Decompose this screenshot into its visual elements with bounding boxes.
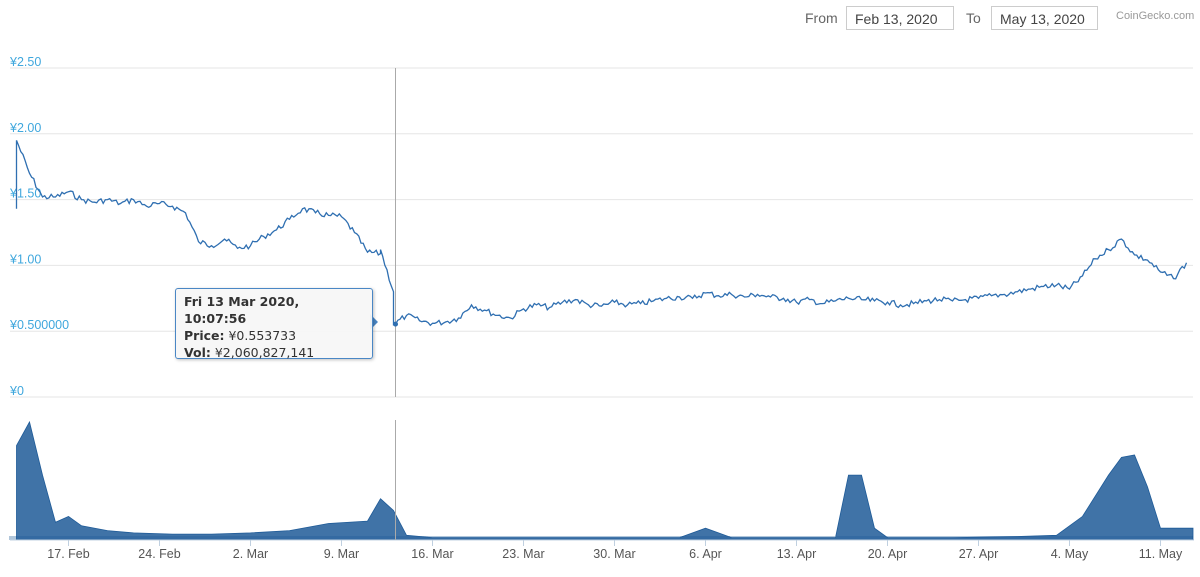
price-tick-label: ¥1.00 [9, 252, 41, 266]
price-axis-labels: ¥0¥0.500000¥1.00¥1.50¥2.00¥2.50 [9, 55, 69, 398]
date-tick-label: 4. May [1051, 547, 1089, 561]
from-label: From [805, 10, 838, 26]
volume-series [9, 420, 1194, 541]
tooltip-vol-label: Vol: [184, 345, 211, 360]
price-series-line [15, 140, 1188, 327]
date-tick-label: 23. Mar [502, 547, 544, 561]
credit-link[interactable]: CoinGecko.com [1116, 10, 1195, 22]
tooltip-arrow [370, 314, 378, 330]
tooltip: Fri 13 Mar 2020, 10:07:56 Price: ¥0.5537… [175, 288, 373, 360]
tooltip-vol-value: ¥2,060,827,141 [214, 345, 315, 360]
hover-point-marker [393, 321, 399, 327]
date-tick-label: 13. Apr [777, 547, 817, 561]
date-tick-label: 24. Feb [138, 547, 180, 561]
date-tick-label: 6. Apr [689, 547, 722, 561]
date-tick-label: 9. Mar [324, 547, 359, 561]
date-tick-label: 17. Feb [47, 547, 89, 561]
date-tick-label: 16. Mar [411, 547, 453, 561]
date-axis-labels: 17. Feb 24. Feb 2. Mar 9. Mar 16. Mar 23. Mar… [47, 540, 1183, 561]
from-date-input[interactable]: Feb 13, 2020 [846, 6, 954, 30]
tooltip-price-label: Price: [184, 328, 225, 343]
date-tick-label: 30. Mar [593, 547, 635, 561]
to-date-input[interactable]: May 13, 2020 [991, 6, 1098, 30]
date-tick-label: 20. Apr [868, 547, 908, 561]
tooltip-price-value: ¥0.553733 [228, 328, 297, 343]
date-tick-label: 27. Apr [959, 547, 999, 561]
date-tick-label: 2. Mar [233, 547, 268, 561]
date-tick-label: 11. May [1139, 547, 1183, 561]
price-tick-label: ¥0 [9, 384, 24, 398]
to-label: To [966, 10, 981, 26]
price-tick-label: ¥0.500000 [9, 318, 69, 332]
price-tick-label: ¥2.50 [9, 55, 41, 69]
tooltip-date: Fri 13 Mar 2020, 10:07:56 [184, 294, 300, 326]
price-tick-label: ¥2.00 [9, 121, 41, 135]
volume-area [16, 420, 1194, 541]
